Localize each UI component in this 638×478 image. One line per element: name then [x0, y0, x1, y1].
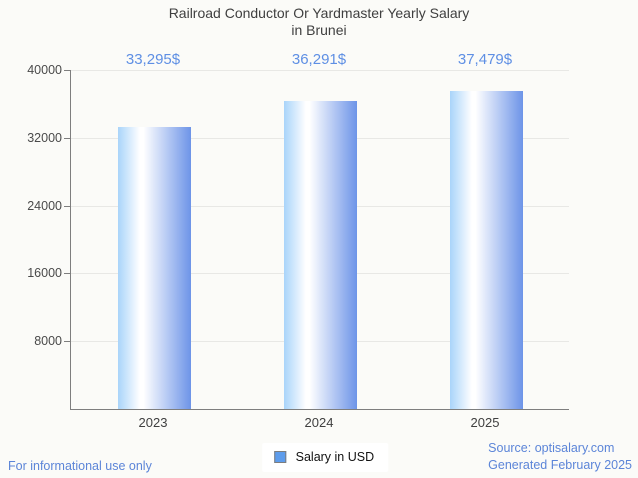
y-axis-label: 40000 — [27, 63, 62, 77]
value-label-2025: 37,479$ — [457, 51, 513, 68]
x-axis-label-2023: 2023 — [138, 415, 168, 430]
y-axis-tick — [64, 273, 70, 275]
x-axis-label-2025: 2025 — [470, 415, 500, 430]
bar-2024[interactable] — [283, 101, 357, 409]
chart-title: Railroad Conductor Or Yardmaster Yearly … — [0, 5, 638, 39]
legend-label: Salary in USD — [295, 450, 375, 464]
source-link[interactable]: Source: optisalary.com — [488, 441, 615, 455]
generated-text: Generated February 2025 — [488, 458, 632, 472]
disclaimer-text: For informational use only — [8, 459, 152, 473]
chart-title-line2: in Brunei — [291, 22, 347, 38]
chart-title-line1: Railroad Conductor Or Yardmaster Yearly … — [168, 5, 470, 21]
value-label-2023: 33,295$ — [125, 51, 181, 68]
y-axis-label: 8000 — [34, 334, 62, 349]
y-axis-tick — [64, 341, 70, 343]
x-axis-label-2024: 2024 — [304, 415, 334, 430]
bar-2023[interactable] — [117, 126, 191, 409]
value-label-2024: 36,291$ — [291, 51, 347, 68]
y-axis-tick — [64, 137, 70, 139]
source-block: Source: optisalary.com Generated Februar… — [488, 440, 632, 474]
y-axis-tick — [64, 70, 70, 71]
y-axis-label: 24000 — [27, 198, 62, 213]
y-axis-label: 32000 — [27, 130, 62, 145]
plot-area — [64, 70, 569, 410]
bar-2025[interactable] — [449, 91, 523, 409]
legend-marker-icon — [274, 451, 287, 463]
y-axis-tick — [64, 205, 70, 207]
legend[interactable]: Salary in USD — [262, 443, 389, 472]
gridline-40000 — [71, 70, 569, 71]
y-axis-label: 16000 — [27, 266, 62, 281]
